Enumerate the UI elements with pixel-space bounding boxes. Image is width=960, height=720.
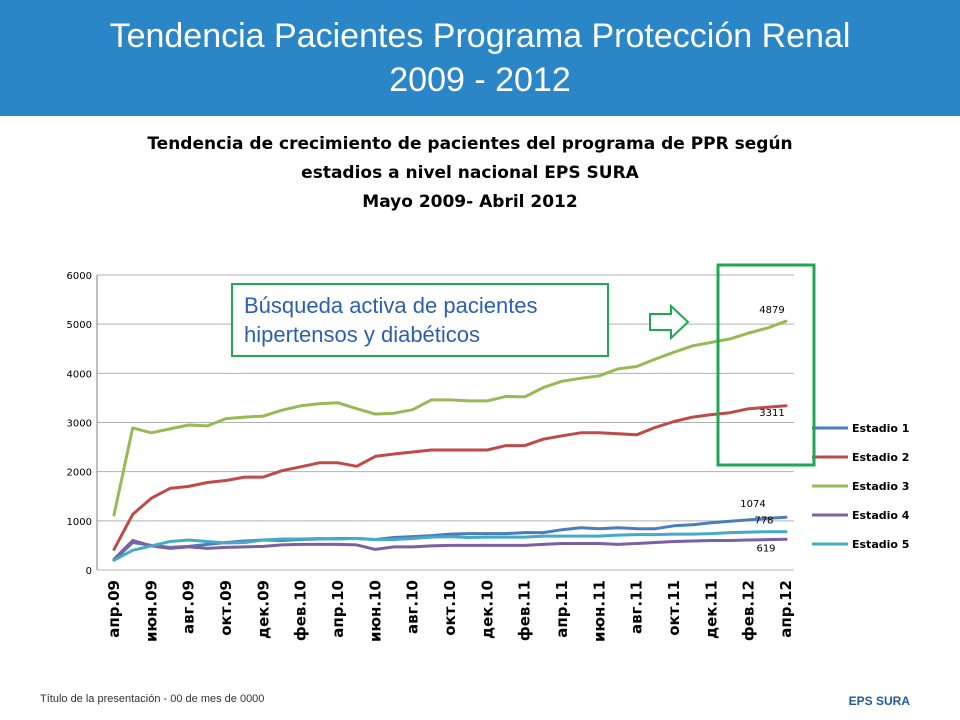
highlight-box bbox=[716, 263, 816, 467]
y-tick-label: 6000 bbox=[67, 271, 92, 282]
x-tick-label: фев.10 bbox=[292, 580, 310, 641]
y-tick-label: 2000 bbox=[67, 468, 92, 479]
series-line-estadio-1 bbox=[112, 515, 788, 562]
y-tick-label: 5000 bbox=[67, 320, 92, 331]
series-line-estadio-2 bbox=[112, 404, 788, 551]
x-tick-label: дек.11 bbox=[702, 580, 720, 639]
legend-label: Estadio 2 bbox=[852, 451, 909, 464]
arrow-right-icon bbox=[649, 303, 690, 341]
chart-title-line3: Mayo 2009- Abril 2012 bbox=[362, 192, 578, 212]
x-tick-label: фев.11 bbox=[516, 580, 534, 641]
annotation-text: Búsqueda activa de pacientes hipertensos… bbox=[244, 291, 538, 349]
annotation-line2: hipertensos y diabéticos bbox=[244, 322, 481, 347]
annotation-box: Búsqueda activa de pacientes hipertensos… bbox=[231, 283, 609, 357]
series-line-estadio-5 bbox=[112, 530, 788, 562]
y-tick-label: 0 bbox=[86, 566, 92, 577]
data-label: 778 bbox=[754, 516, 773, 527]
series-line-estadio-4 bbox=[112, 537, 788, 561]
y-tick-label: 4000 bbox=[67, 369, 92, 380]
legend-label: Estadio 3 bbox=[852, 480, 909, 493]
chart-title-line2: estadios a nivel nacional EPS SURA bbox=[301, 163, 639, 183]
chart-title-line1: Tendencia de crecimiento de pacientes de… bbox=[147, 134, 793, 154]
x-tick-label: апр.12 bbox=[777, 580, 795, 638]
x-tick-label: авг.09 bbox=[180, 580, 198, 634]
y-tick-label: 3000 bbox=[67, 419, 92, 430]
x-tick-label: окт.10 bbox=[441, 580, 459, 636]
x-tick-label: июн.09 bbox=[142, 580, 160, 642]
x-tick-label: дек.10 bbox=[478, 580, 496, 639]
x-tick-label: окт.09 bbox=[217, 580, 235, 636]
slide-title-line2: 2009 - 2012 bbox=[389, 61, 571, 99]
chart-title: Tendencia de crecimiento de pacientes de… bbox=[60, 130, 880, 217]
y-tick-label: 1000 bbox=[67, 517, 92, 528]
slide-title: Tendencia Pacientes Programa Protección … bbox=[40, 14, 920, 102]
x-tick-label: апр.11 bbox=[553, 580, 571, 638]
legend-label: Estadio 1 bbox=[852, 422, 909, 435]
x-tick-label: авг.11 bbox=[628, 580, 646, 634]
data-label: 3311 bbox=[759, 408, 784, 419]
x-tick-label: фев.12 bbox=[740, 580, 758, 641]
x-tick-label: июн.11 bbox=[590, 580, 608, 642]
footer-text: Título de la presentación - 00 de mes de… bbox=[40, 693, 265, 705]
x-tick-label: окт.11 bbox=[665, 580, 683, 636]
x-tick-label: дек.09 bbox=[254, 580, 272, 639]
data-label: 1074 bbox=[740, 499, 765, 510]
x-tick-label: апр.10 bbox=[329, 580, 347, 638]
data-label: 619 bbox=[756, 543, 775, 554]
annotation-line1: Búsqueda activa de pacientes bbox=[244, 293, 538, 318]
x-tick-label: авг.10 bbox=[404, 580, 422, 634]
data-label: 4879 bbox=[759, 305, 784, 316]
series-line-estadio-3 bbox=[112, 319, 788, 517]
title-banner: Tendencia Pacientes Programa Protección … bbox=[0, 0, 960, 116]
slide-title-line1: Tendencia Pacientes Programa Protección … bbox=[109, 17, 851, 55]
legend-label: Estadio 4 bbox=[852, 509, 910, 522]
x-tick-label: апр.09 bbox=[105, 580, 123, 638]
legend-label: Estadio 5 bbox=[852, 538, 909, 551]
footer-brand: EPS SURA bbox=[848, 694, 910, 708]
x-tick-label: июн.10 bbox=[366, 580, 384, 642]
